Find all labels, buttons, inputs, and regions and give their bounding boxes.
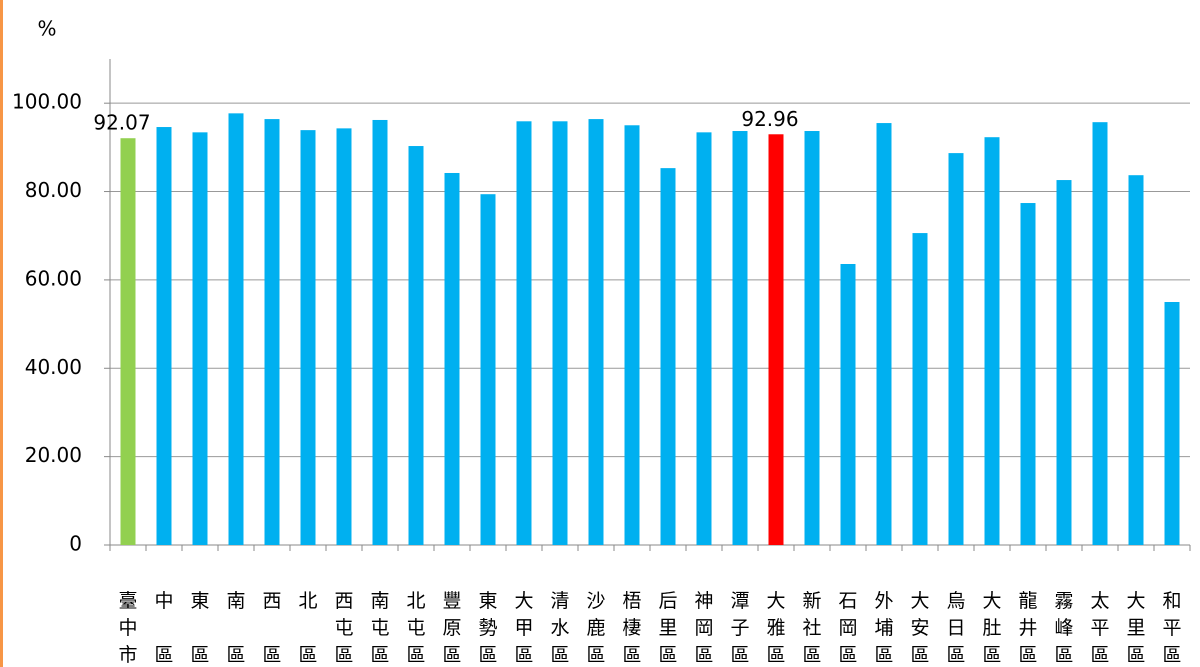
x-tick-label: 北屯區	[406, 590, 425, 666]
bar	[876, 123, 892, 546]
x-tick-label: 后里區	[658, 590, 677, 666]
bar	[696, 132, 712, 546]
bar	[768, 134, 784, 545]
bar	[1056, 180, 1072, 546]
y-axis-label: %	[37, 17, 56, 41]
x-tick-label: 龍井區	[1018, 590, 1037, 666]
bar	[228, 113, 244, 546]
bar	[804, 131, 820, 545]
x-tick-label: 沙鹿區	[586, 590, 605, 666]
bar	[732, 131, 748, 545]
x-tick-label: 潭子區	[730, 590, 749, 666]
x-tick-label: 東勢區	[478, 590, 497, 666]
x-tick-label: 豐原區	[442, 590, 461, 666]
bar	[480, 194, 496, 546]
x-tick-label: 烏日區	[946, 590, 965, 666]
bar	[984, 137, 1000, 545]
bar	[624, 125, 640, 545]
bar	[1020, 203, 1036, 546]
x-tick-label: 大甲區	[514, 590, 533, 666]
x-tick-label: 南區	[226, 590, 245, 666]
x-tick-label: 和平區	[1162, 590, 1181, 666]
x-tick-label: 石岡區	[838, 590, 857, 666]
y-tick-label: 20.00	[25, 443, 82, 467]
x-tick-label: 清水區	[550, 590, 569, 666]
bar	[408, 146, 424, 545]
bar	[372, 119, 388, 545]
x-tick-label: 大里區	[1126, 590, 1145, 666]
x-tick-label: 大安區	[910, 590, 929, 666]
y-tick-label: 40.00	[25, 355, 82, 379]
x-tick-label: 臺中市	[118, 590, 137, 666]
bar	[840, 264, 856, 545]
bar	[588, 119, 604, 545]
bar	[912, 233, 928, 546]
x-tick-label: 北區	[298, 590, 317, 666]
bar	[156, 127, 172, 545]
bar	[336, 128, 352, 545]
bar	[300, 130, 316, 545]
bar	[264, 119, 280, 545]
x-tick-label: 西屯區	[334, 590, 353, 666]
bar	[660, 168, 676, 545]
x-tick-label: 新社區	[802, 590, 821, 666]
y-tick-label: 0	[69, 532, 82, 556]
bar	[120, 138, 136, 545]
bar	[1164, 302, 1180, 545]
x-tick-label: 霧峰區	[1054, 590, 1073, 666]
x-tick-label: 東區	[190, 590, 209, 666]
x-tick-label: 西區	[262, 590, 281, 666]
data-label: 92.96	[741, 107, 798, 131]
x-tick-label: 大雅區	[766, 590, 785, 666]
bar	[1128, 175, 1144, 545]
y-tick-label: 100.00	[12, 90, 82, 114]
y-tick-label: 80.00	[25, 178, 82, 202]
data-label: 92.07	[93, 111, 150, 135]
bar	[552, 121, 568, 546]
x-tick-label: 外埔區	[874, 590, 893, 666]
x-tick-label: 南屯區	[370, 590, 389, 666]
bar	[192, 132, 208, 546]
x-tick-label: 大肚區	[982, 590, 1001, 666]
bar	[444, 172, 460, 546]
x-tick-label: 神岡區	[694, 590, 713, 666]
x-tick-label: 梧棲區	[622, 590, 641, 666]
bar	[516, 121, 532, 546]
y-tick-label: 60.00	[25, 266, 82, 290]
bar	[1092, 122, 1108, 546]
x-tick-label: 中區	[154, 590, 173, 666]
bar	[948, 153, 964, 545]
x-tick-label: 太平區	[1090, 590, 1109, 666]
frame-edge	[0, 0, 3, 667]
